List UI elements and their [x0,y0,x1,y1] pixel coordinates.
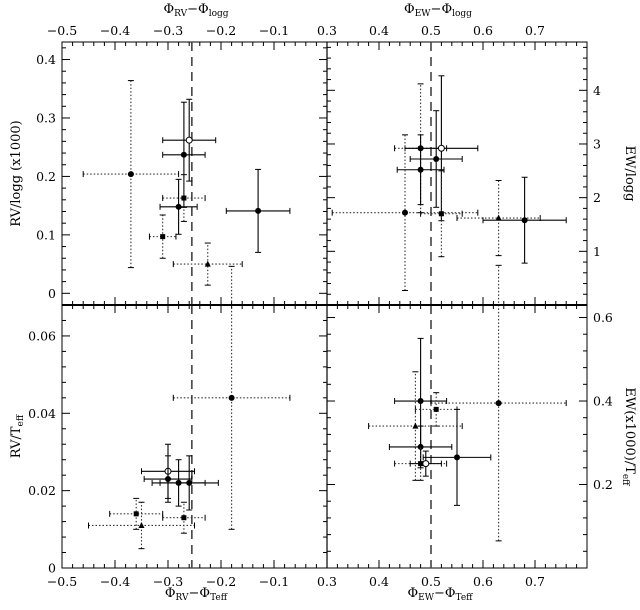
marker-triangle [204,260,211,267]
y-tick-label: 0.04 [28,406,56,421]
data-point [159,455,219,511]
panel-top-left: −0.5 −0.4 −0.3 −0.2 −0.1 0 0.1 0.2 0.3 0.4 ΦRV−Φlo… [9,2,328,306]
panel-bottom-left: −0.5 −0.4 −0.3 −0.2 −0.1 0 0.02 0.04 0.06 ΦRV−ΦTe… [9,265,328,603]
x-axis-label: ΦRV−ΦTeff [165,586,228,603]
data-point [162,98,217,182]
y-tick-label: 0.06 [28,328,56,343]
marker-circle [127,171,134,178]
x-axis-label: ΦRV−Φlogg [163,2,228,19]
marker-circle [255,207,262,214]
x-tick-label: −0.4 [100,23,130,38]
x-tick-label: −0.1 [259,23,289,38]
data-point [148,214,177,259]
marker-square [181,515,187,521]
x-tick-label: −0.2 [206,23,236,38]
marker-circle [521,217,528,224]
data-point [331,134,479,292]
data-point [420,170,463,258]
data-point [82,80,180,269]
data-point [88,501,195,550]
marker-square [433,406,439,412]
data-point [396,134,445,206]
y-tick-label: 4 [593,83,601,98]
x-tick-label: 0.6 [473,23,493,38]
x-tick-label: −0.5 [47,574,77,589]
y-tick-label: 0.4 [593,394,613,409]
y-tick-label: 0.6 [593,310,613,325]
panel-top-right: 0.3 0.4 0.5 0.6 0.7 1 2 3 4 ΦEW−Φlogg EW/logg [317,2,637,306]
marker-circle [186,479,193,486]
panel-bottom-right: 0.3 0.4 0.5 0.6 0.70.20.40.6ΦEW−ΦTeffEW(x100… [317,264,637,603]
marker-circle [417,166,424,173]
x-tick-label: 0.4 [369,574,389,589]
marker-circle [433,156,440,163]
y-tick-label: 2 [593,190,601,205]
data-point [422,408,492,506]
data-point [162,174,206,222]
x-tick-label: −0.2 [206,574,236,589]
data-point [109,497,164,530]
y-tick-label: 1 [593,244,601,259]
data-point [368,371,463,481]
x-tick-label: 0.5 [421,23,441,38]
marker-circle [180,151,187,158]
x-tick-label: −0.3 [153,574,183,589]
y-tick-label: 0.2 [593,477,613,492]
marker-open-circle [422,460,430,468]
x-tick-label: −0.4 [100,574,130,589]
data-point [143,455,193,503]
data-point [482,176,567,264]
marker-circle [495,400,502,407]
x-tick-label: 0.3 [317,23,337,38]
y-tick-label: 0.02 [28,483,56,498]
x-tick-label: 0.3 [317,574,337,589]
marker-square [438,211,444,217]
y-tick-label: 0.2 [36,169,56,184]
x-axis-label: ΦEW−ΦTeff [407,586,473,603]
marker-square [133,511,139,517]
x-tick-label: 0.4 [369,23,389,38]
x-tick-label: 0.7 [525,23,545,38]
panels: −0.5 −0.4 −0.3 −0.2 −0.1 0 0.1 0.2 0.3 0.4 ΦRV−Φlo… [9,2,637,603]
y-tick-label: 0.3 [36,110,56,125]
marker-circle [228,394,235,401]
y-axis-label: EW(x1000)/Teff [620,387,637,486]
y-tick-label: 0.1 [36,227,56,242]
marker-square [181,195,187,201]
marker-triangle [412,422,419,429]
marker-open-circle [437,144,445,152]
x-tick-label: −0.3 [153,23,183,38]
y-tick-label: 0 [48,561,56,576]
marker-square [160,234,166,240]
marker-circle [417,398,424,405]
marker-circle [175,203,182,210]
data-point [172,242,243,286]
data-point [225,168,291,253]
y-tick-label: 0.4 [36,52,56,67]
y-axis-label: EW/logg [622,146,637,202]
x-tick-label: −0.5 [47,23,77,38]
y-axis-label: RV/Teff [9,414,26,458]
data-point [409,450,442,477]
x-tick-label: −0.1 [259,574,289,589]
marker-circle [454,454,460,461]
x-tick-label: 0.6 [473,574,493,589]
y-axis-label: RV/logg (x1000) [9,120,24,226]
x-tick-label: 0.7 [525,574,545,589]
x-axis-label: ΦEW−Φlogg [404,2,472,19]
marker-triangle [495,214,502,221]
x-tick-label: 0.5 [421,574,441,589]
marker-circle [165,476,171,483]
y-tick-label: 0 [48,286,56,301]
data-point [159,178,198,235]
marker-open-circle [185,136,193,144]
data-point [172,265,291,530]
data-point [162,501,206,534]
y-tick-label: 3 [593,136,601,151]
data-point [409,110,463,208]
marker-circle [402,209,408,216]
data-point [430,264,567,542]
marker-triangle [138,521,145,528]
